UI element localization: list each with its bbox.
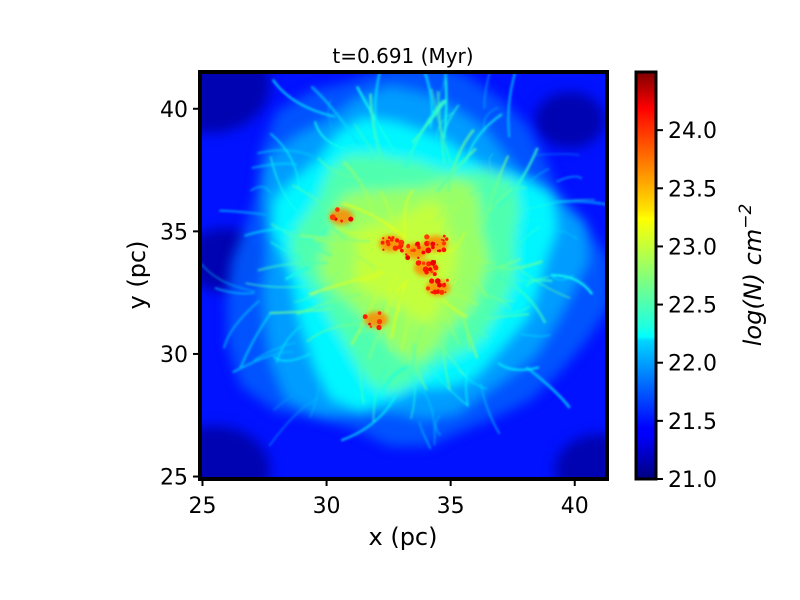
dense-clumps [329, 207, 449, 331]
dense-clump [427, 241, 430, 244]
dense-clump [368, 322, 371, 326]
y-tick-label: 30 [160, 343, 188, 368]
dense-clump [440, 238, 443, 241]
dense-clump [376, 319, 383, 325]
dense-clump [444, 291, 447, 294]
dense-clump [335, 207, 340, 212]
dense-clump [445, 278, 449, 282]
x-tick-label: 25 [188, 494, 216, 519]
dense-clump [415, 260, 422, 266]
x-axis-ticks: 25 30 35 40 [188, 479, 589, 519]
x-tick-label: 40 [561, 494, 589, 519]
dense-clump [424, 234, 430, 240]
colorbar-tick-label: 23.5 [668, 177, 717, 202]
dense-clump [406, 244, 410, 249]
dense-clump [395, 238, 400, 243]
dense-clump [405, 253, 408, 256]
dense-clump [382, 248, 385, 251]
y-tick-label: 25 [160, 466, 188, 491]
dense-clump [421, 250, 426, 255]
dense-clump [392, 245, 399, 251]
dense-clump [443, 282, 446, 285]
x-axis-label: x (pc) [369, 523, 438, 551]
dense-clump [442, 239, 445, 242]
dense-clump [398, 239, 405, 246]
dense-clump [431, 245, 435, 250]
dense-clump [389, 238, 394, 242]
dense-clump [410, 249, 414, 252]
dense-clump [437, 282, 442, 288]
colorbar-tick-label: 23.0 [668, 235, 717, 260]
dense-clump [436, 249, 440, 252]
colorbar-tick-label: 21.5 [668, 410, 717, 435]
dense-clump [369, 325, 373, 328]
colorbar [634, 70, 658, 481]
colorbar-tick-label: 22.0 [668, 352, 717, 377]
dense-clump [438, 249, 442, 253]
dense-clump [441, 247, 447, 253]
dense-clump [426, 261, 432, 267]
dense-clump [430, 259, 436, 266]
y-tick-label: 40 [160, 98, 188, 123]
colorbar-label-exponent: −2 [736, 204, 756, 229]
dense-clump [430, 241, 436, 247]
y-axis-ticks: 25 30 35 40 [160, 98, 200, 491]
x-tick-label: 30 [313, 494, 341, 519]
dense-clump [432, 289, 438, 295]
dense-clump [340, 219, 343, 223]
dense-clump [329, 214, 336, 221]
dense-clump [412, 248, 416, 252]
colorbar-label-main: log(N) cm [739, 229, 767, 346]
colorbar-tick-label: 22.5 [668, 294, 717, 319]
dense-clump [400, 248, 404, 253]
dense-clump [380, 240, 385, 245]
y-axis-label: y (pc) [123, 241, 151, 310]
dense-clump [387, 236, 391, 240]
dense-clump [348, 216, 354, 222]
plot-frame [198, 70, 609, 481]
dense-clump [435, 278, 441, 284]
dense-clump [428, 267, 433, 272]
dense-clump [417, 256, 420, 259]
dense-clump [425, 247, 432, 254]
dense-clump [442, 234, 446, 238]
dense-clump [441, 241, 447, 246]
chart-title: t=0.691 (Myr) [332, 44, 473, 68]
dense-clump [439, 289, 445, 295]
dense-clump [424, 270, 429, 275]
dense-clump [421, 261, 426, 265]
dense-clump [405, 255, 411, 261]
dense-clump [377, 311, 382, 315]
dense-clump [429, 278, 435, 284]
heatmap-field [200, 72, 607, 479]
dense-clump [445, 237, 449, 241]
dense-clump [382, 237, 385, 240]
colorbar-label: log(N) cm−2 [736, 204, 767, 347]
dense-clump [430, 270, 434, 274]
colorbar-ticks: 21.0 21.5 22.0 22.5 23.0 23.5 24.0 [656, 119, 717, 493]
y-tick-label: 35 [160, 220, 188, 245]
dense-clump [417, 243, 421, 246]
dense-clump [362, 314, 368, 320]
dense-clump [432, 272, 437, 277]
colorbar-tick-label: 21.0 [668, 468, 717, 493]
dense-clump [376, 324, 382, 331]
dense-clump [436, 243, 439, 246]
colorbar-tick-label: 24.0 [668, 119, 717, 144]
dense-clump [417, 245, 421, 250]
dense-clump [386, 242, 391, 247]
x-tick-label: 35 [437, 494, 465, 519]
dense-clump [433, 265, 436, 268]
dense-clump [425, 286, 431, 291]
filaments [200, 72, 607, 450]
